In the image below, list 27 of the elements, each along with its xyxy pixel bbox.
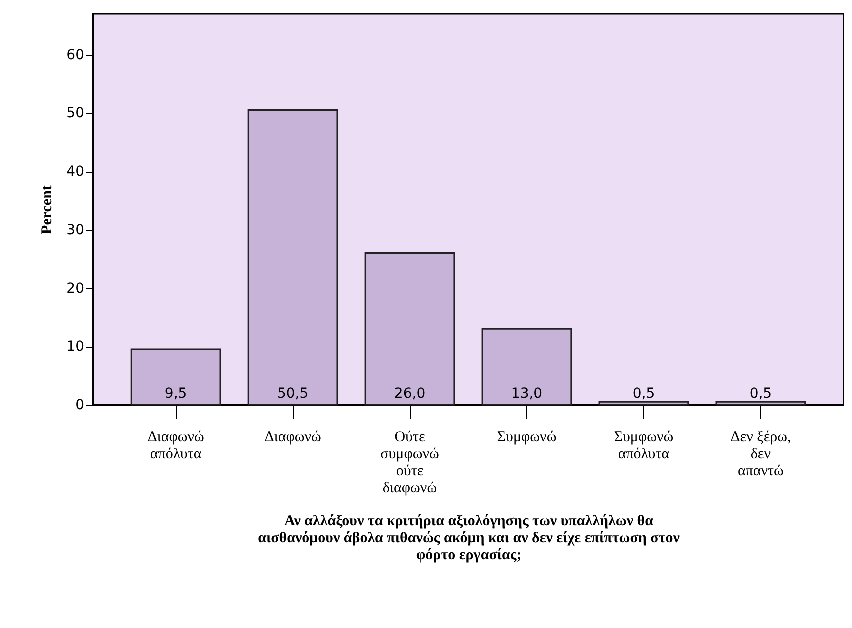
bar bbox=[598, 401, 690, 406]
x-tick-label: Διαφωνώ bbox=[264, 430, 322, 446]
x-tick-label: Συμφωνώ bbox=[497, 430, 557, 446]
y-tick-label: 0 bbox=[76, 398, 84, 414]
data-label: 0,5 bbox=[632, 386, 656, 402]
y-tick-label: 40 bbox=[66, 164, 84, 180]
y-tick-label: 20 bbox=[66, 280, 84, 297]
data-label: 0,5 bbox=[750, 386, 772, 402]
data-label: 26,0 bbox=[394, 386, 426, 402]
x-tick-label: Ούτε συμφωνώ ούτε διαφωνώ bbox=[380, 430, 440, 496]
bar bbox=[482, 328, 572, 406]
x-axis-title: Αν αλλάξουν τα κριτήρια αξιολόγησης των υπαλλήλων θα αισθανόμουν άβολα πιθανώς ακόμη και αν δεν είχε επίπτωση στον φόρτο εργασίας; bbox=[258, 514, 680, 564]
x-tick-label: Διαφωνώ απόλυτα bbox=[148, 430, 205, 462]
data-label: 50,5 bbox=[277, 386, 309, 402]
bar bbox=[716, 401, 806, 406]
x-tick-label: Συμφωνώ απόλυτα bbox=[614, 430, 674, 462]
bar bbox=[130, 348, 222, 406]
data-label: 9,5 bbox=[164, 386, 188, 402]
y-tick-label: 60 bbox=[66, 47, 84, 64]
y-tick-label: 50 bbox=[66, 106, 84, 122]
x-tick-label: Δεν ξέρω, δεν απαντώ bbox=[730, 430, 792, 480]
bar bbox=[364, 252, 456, 406]
y-axis-title: Percent bbox=[40, 186, 56, 234]
y-tick-label: 30 bbox=[66, 222, 84, 238]
y-tick-label: 10 bbox=[66, 339, 84, 356]
data-label: 13,0 bbox=[511, 386, 543, 402]
bar bbox=[248, 110, 338, 406]
